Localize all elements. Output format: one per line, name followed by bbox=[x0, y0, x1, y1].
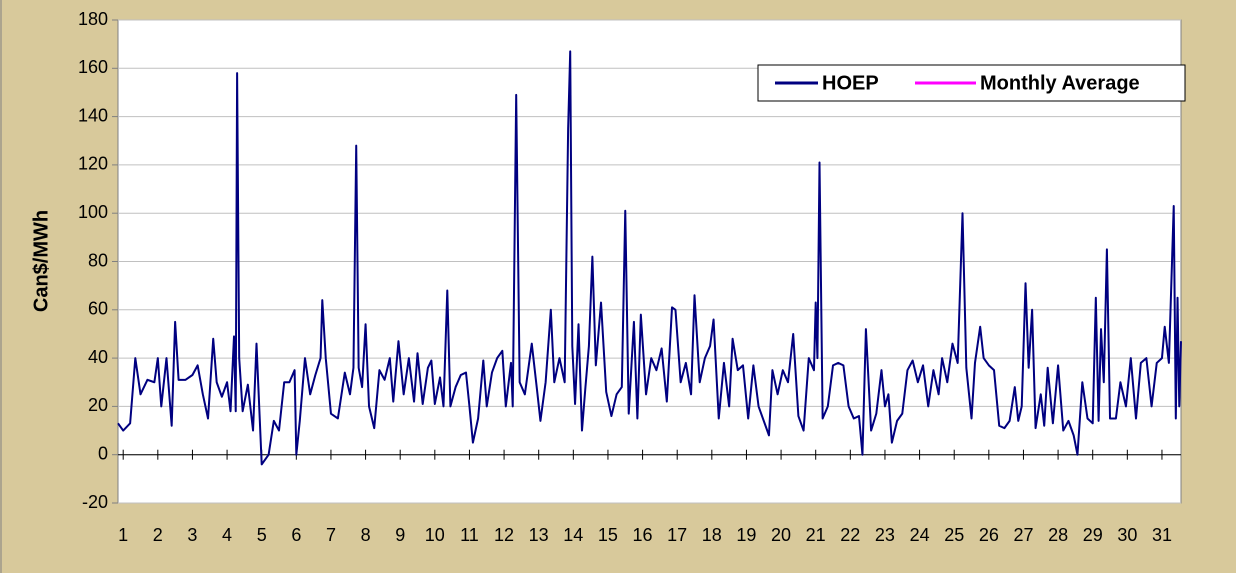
x-tick-label: 13 bbox=[529, 525, 549, 545]
x-tick-label: 30 bbox=[1117, 525, 1137, 545]
y-tick-label: 80 bbox=[88, 250, 108, 270]
x-tick-label: 19 bbox=[736, 525, 756, 545]
x-tick-label: 20 bbox=[771, 525, 791, 545]
series-line bbox=[117, 50, 1182, 466]
y-tick-label: 120 bbox=[78, 154, 108, 174]
y-tick-label: 140 bbox=[78, 105, 108, 125]
x-tick-label: 27 bbox=[1013, 525, 1033, 545]
x-tick-label: 31 bbox=[1152, 525, 1172, 545]
y-axis-label: Can$/MWh bbox=[30, 210, 52, 312]
x-tick-label: 23 bbox=[875, 525, 895, 545]
x-tick-label: 5 bbox=[257, 525, 267, 545]
legend: HOEP Monthly Average bbox=[757, 64, 1186, 102]
x-tick-label: 12 bbox=[494, 525, 514, 545]
x-tick-label: 8 bbox=[361, 525, 371, 545]
x-tick-label: 15 bbox=[598, 525, 618, 545]
x-tick-label: 10 bbox=[425, 525, 445, 545]
y-tick-label: 180 bbox=[78, 9, 108, 29]
x-tick-label: 28 bbox=[1048, 525, 1068, 545]
y-tick-label: 0 bbox=[98, 443, 108, 463]
x-tick-label: 16 bbox=[633, 525, 653, 545]
y-tick-label: 40 bbox=[88, 347, 108, 367]
x-tick-label: 3 bbox=[187, 525, 197, 545]
x-tick-label: 25 bbox=[944, 525, 964, 545]
x-tick-label: 18 bbox=[702, 525, 722, 545]
y-tick-label: 60 bbox=[88, 299, 108, 319]
y-tick-label: -20 bbox=[82, 492, 108, 512]
x-tick-label: 14 bbox=[563, 525, 583, 545]
x-tick-label: 17 bbox=[667, 525, 687, 545]
y-tick-label: 100 bbox=[78, 202, 108, 222]
x-tick-label: 7 bbox=[326, 525, 336, 545]
x-tick-label: 26 bbox=[979, 525, 999, 545]
y-tick-label: 160 bbox=[78, 57, 108, 77]
x-tick-label: 21 bbox=[806, 525, 826, 545]
x-tick-label: 1 bbox=[118, 525, 128, 545]
marks bbox=[117, 50, 1182, 466]
y-tick-label: 20 bbox=[88, 395, 108, 415]
x-tick-label: 24 bbox=[910, 525, 930, 545]
x-tick-label: 2 bbox=[153, 525, 163, 545]
legend-label: Monthly Average bbox=[980, 72, 1140, 94]
x-tick-label: 11 bbox=[460, 525, 479, 545]
x-tick-label: 29 bbox=[1083, 525, 1103, 545]
x-tick-label: 6 bbox=[291, 525, 301, 545]
x-tick-label: 4 bbox=[222, 525, 232, 545]
legend-label: HOEP bbox=[822, 72, 879, 94]
x-tick-label: 9 bbox=[395, 525, 405, 545]
x-tick-label: 22 bbox=[840, 525, 860, 545]
